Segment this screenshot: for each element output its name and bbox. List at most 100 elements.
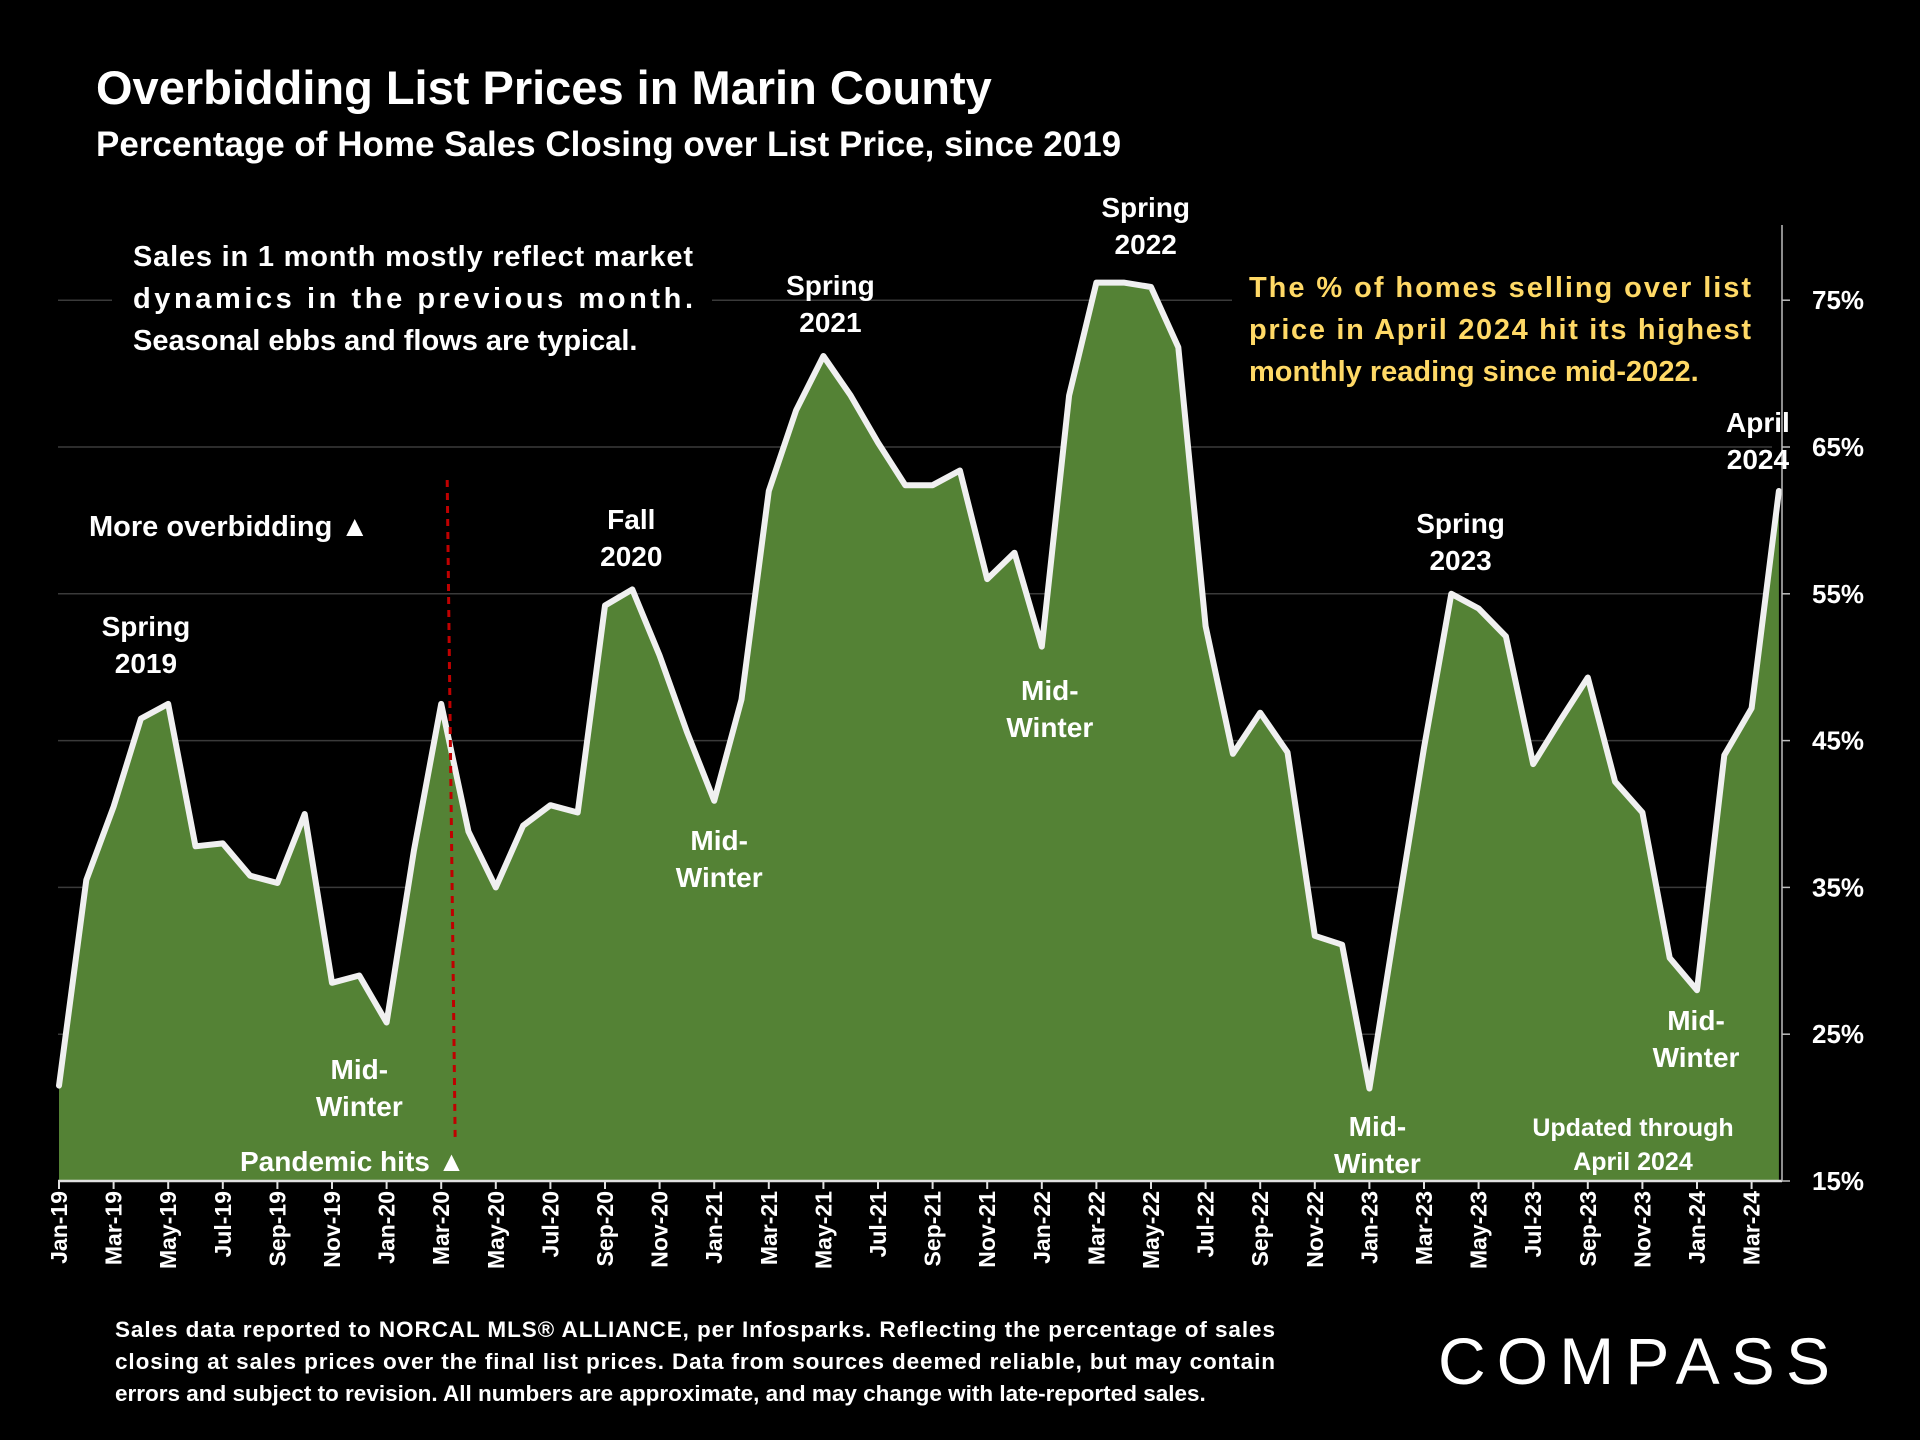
x-tick-label: Mar-21 bbox=[756, 1191, 782, 1265]
data-point bbox=[1776, 489, 1781, 494]
data-point bbox=[794, 408, 799, 413]
annotation-label: Winter bbox=[1006, 712, 1093, 743]
chart-subtitle: Percentage of Home Sales Closing over Li… bbox=[96, 125, 1121, 164]
y-tick-label: 55% bbox=[1812, 579, 1864, 609]
data-point bbox=[575, 810, 580, 815]
data-point bbox=[357, 973, 362, 978]
data-point bbox=[1640, 810, 1645, 815]
data-point bbox=[985, 577, 990, 582]
x-tick-label: Mar-20 bbox=[428, 1191, 454, 1265]
x-tick-label: May-23 bbox=[1466, 1191, 1492, 1269]
data-point bbox=[138, 716, 143, 721]
annotation-label: 2024 bbox=[1727, 444, 1790, 475]
updated-label-line-1: Updated through bbox=[1532, 1114, 1733, 1142]
data-point bbox=[275, 881, 280, 886]
data-point bbox=[1285, 750, 1290, 755]
x-tick-label: Sep-23 bbox=[1575, 1191, 1601, 1266]
period-annotations: Spring 2019 Mid- Winter Fall 2020 Mid- Winter Sp… bbox=[102, 192, 1790, 1179]
annotation-label: Mid- bbox=[331, 1054, 389, 1085]
note-right-line-1: The % of homes selling over list bbox=[1249, 272, 1751, 304]
data-point bbox=[739, 697, 744, 702]
annotation-label: Fall bbox=[607, 504, 655, 535]
annotation-label: April bbox=[1726, 407, 1790, 438]
data-point bbox=[439, 701, 444, 706]
y-tick-label: 65% bbox=[1812, 432, 1864, 462]
note-right-line-3: monthly reading since mid-2022. bbox=[1249, 356, 1699, 388]
data-point bbox=[248, 873, 253, 878]
data-point bbox=[1039, 644, 1044, 649]
data-point bbox=[1340, 942, 1345, 947]
data-point bbox=[903, 483, 908, 488]
annotation-label: Mid- bbox=[1667, 1005, 1725, 1036]
more-overbidding-label: More overbidding ▲ bbox=[89, 511, 369, 543]
x-tick-label: Jan-21 bbox=[701, 1191, 727, 1264]
x-tick-label: Nov-22 bbox=[1302, 1191, 1328, 1268]
data-point bbox=[1149, 285, 1154, 290]
pandemic-label: Pandemic hits ▲ bbox=[240, 1146, 465, 1177]
note-left-line-1: Sales in 1 month mostly reflect market bbox=[133, 241, 693, 273]
annotation-label: Spring bbox=[102, 611, 191, 642]
y-tick-label: 25% bbox=[1812, 1019, 1864, 1049]
data-point bbox=[548, 803, 553, 808]
annotation-label: Winter bbox=[1653, 1042, 1740, 1073]
x-tick-label: May-19 bbox=[155, 1191, 181, 1269]
updated-label-line-2: April 2024 bbox=[1573, 1148, 1693, 1176]
data-point bbox=[848, 393, 853, 398]
annotation-label: Winter bbox=[1334, 1148, 1421, 1179]
footnote-line-1: Sales data reported to NORCAL MLS® ALLIA… bbox=[115, 1317, 1275, 1342]
data-point bbox=[384, 1020, 389, 1025]
data-point bbox=[411, 848, 416, 853]
annotation-label: 2020 bbox=[600, 541, 662, 572]
data-point bbox=[821, 354, 826, 359]
data-point bbox=[1585, 675, 1590, 680]
annotation-label: Mid- bbox=[1021, 675, 1079, 706]
x-tick-label: Jan-19 bbox=[46, 1191, 72, 1264]
data-point bbox=[166, 701, 171, 706]
note-left-line-2: dynamics in the previous month. bbox=[133, 283, 693, 315]
annotation-label: Spring bbox=[1101, 192, 1190, 223]
compass-logo: COMPASS bbox=[1438, 1324, 1840, 1398]
note-left-background bbox=[112, 232, 712, 362]
data-point bbox=[1312, 933, 1317, 938]
data-point bbox=[712, 798, 717, 803]
x-tick-label: Nov-19 bbox=[319, 1191, 345, 1268]
data-point bbox=[1367, 1086, 1372, 1091]
data-point bbox=[521, 823, 526, 828]
axes bbox=[58, 225, 1783, 1183]
x-tick-label: May-22 bbox=[1138, 1191, 1164, 1269]
data-point bbox=[1422, 745, 1427, 750]
data-point bbox=[1531, 762, 1536, 767]
data-point bbox=[1558, 718, 1563, 723]
data-point bbox=[193, 844, 198, 849]
data-point bbox=[1449, 591, 1454, 596]
y-tick-label: 35% bbox=[1812, 872, 1864, 902]
annotation-label: 2022 bbox=[1115, 229, 1177, 260]
annotation-label: 2019 bbox=[115, 648, 177, 679]
data-point bbox=[1121, 280, 1126, 285]
data-point bbox=[330, 980, 335, 985]
data-point bbox=[957, 468, 962, 473]
data-point bbox=[466, 829, 471, 834]
x-tick-label: Nov-20 bbox=[647, 1191, 673, 1268]
x-tick-label: May-21 bbox=[810, 1191, 836, 1269]
footnote-line-2: closing at sales prices over the final l… bbox=[115, 1349, 1275, 1374]
data-point bbox=[1667, 955, 1672, 960]
x-tick-label: Jul-21 bbox=[865, 1191, 891, 1258]
pandemic-marker-group bbox=[445, 479, 457, 1143]
x-tick-label: Jul-19 bbox=[210, 1191, 236, 1257]
annotation-label: Winter bbox=[676, 862, 763, 893]
annotation-label: 2021 bbox=[799, 307, 861, 338]
data-point bbox=[84, 878, 89, 883]
data-point bbox=[1394, 914, 1399, 919]
data-point bbox=[1203, 624, 1208, 629]
data-point bbox=[684, 729, 689, 734]
data-point bbox=[493, 885, 498, 890]
x-axis-ticks: Jan-19 Mar-19 May-19 Jul-19 Sep-19 Nov-19 Jan-… bbox=[46, 1181, 1765, 1269]
data-point bbox=[766, 489, 771, 494]
y-tick-label: 45% bbox=[1812, 726, 1864, 756]
note-right-background bbox=[1232, 262, 1772, 392]
data-point bbox=[1722, 753, 1727, 758]
data-point bbox=[220, 841, 225, 846]
note-right-line-2: price in April 2024 hit its highest bbox=[1249, 314, 1751, 346]
